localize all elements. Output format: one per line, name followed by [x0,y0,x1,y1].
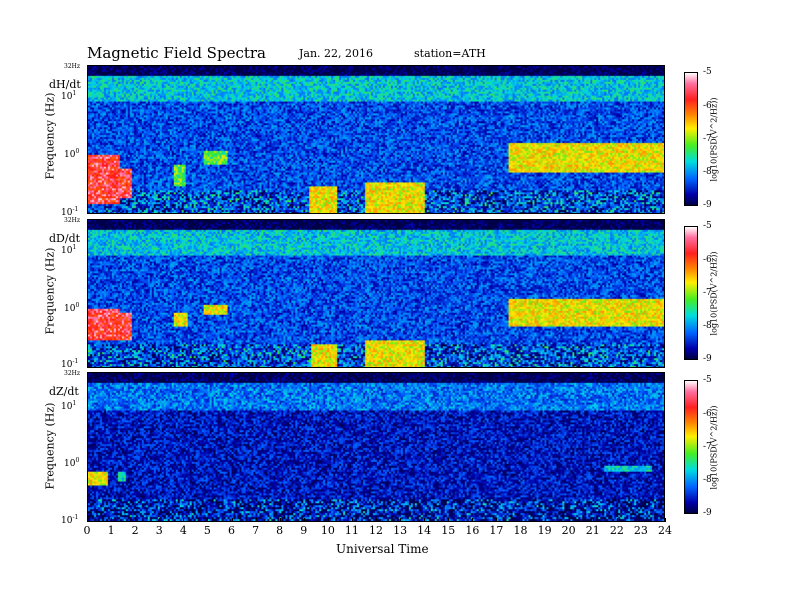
x-tick-mark [472,518,473,522]
x-tick-label: 23 [633,524,648,537]
x-tick-mark [159,518,160,522]
x-tick-label: 16 [465,524,480,537]
colorbar-dz [684,380,698,514]
x-tick-label: 13 [393,524,408,537]
y-axis-label: Frequency (Hz) [43,247,57,335]
x-tick-label: 4 [179,524,187,537]
station-label: station=ATH [414,47,486,60]
spectrogram-panel-dz [87,372,665,522]
colorbar-tick: -8 [703,475,712,485]
x-tick-mark [521,518,522,522]
colorbar-tick: -7 [703,442,712,452]
top-freq-label: 32Hz [64,217,81,224]
x-tick-label: 10 [320,524,335,537]
spectrogram-canvas-dd [88,220,664,367]
x-tick-label: 18 [513,524,528,537]
x-tick-label: 12 [369,524,383,537]
x-tick-label: 20 [561,524,576,537]
colorbar-tick: -9 [703,508,712,518]
colorbar-tick: -8 [703,321,712,331]
x-tick-mark [569,518,570,522]
x-tick-label: 19 [537,524,552,537]
panel-component-label: dZ/dt [49,385,79,398]
colorbar-tick: -9 [703,354,712,364]
x-tick-label: 17 [489,524,504,537]
x-tick-mark [400,518,401,522]
x-tick-mark [256,518,257,522]
x-axis-label: Universal Time [336,542,429,556]
colorbar-label: log10(PSD(V^2/Hz)) [709,97,719,182]
x-tick-label: 22 [609,524,624,537]
y-tick-label: 100 [64,148,80,160]
colorbar-tick: -9 [703,200,712,210]
colorbar-tick: -6 [703,409,712,419]
x-tick-label: 9 [300,524,308,537]
x-tick-mark [641,518,642,522]
x-tick-mark [135,518,136,522]
x-tick-label: 3 [155,524,163,537]
colorbar-dh [684,72,698,206]
y-tick-label: 10-1 [61,514,79,526]
x-tick-label: 7 [252,524,260,537]
panel-component-label: dD/dt [49,232,81,245]
y-tick-label: 101 [61,244,77,256]
x-tick-mark [207,518,208,522]
x-tick-mark [87,518,88,522]
x-tick-label: 24 [658,524,672,537]
x-tick-mark [448,518,449,522]
y-tick-label: 10-1 [61,206,79,218]
top-freq-label: 32Hz [64,370,81,377]
x-tick-mark [304,518,305,522]
spectrogram-canvas-dh [88,66,664,213]
x-tick-mark [376,518,377,522]
x-tick-label: 11 [344,524,359,537]
x-tick-mark [593,518,594,522]
colorbar-tick: -7 [703,134,712,144]
x-tick-label: 5 [203,524,211,537]
spectrogram-canvas-dz [88,373,664,521]
x-tick-label: 14 [417,524,432,537]
x-tick-mark [280,518,281,522]
y-axis-label: Frequency (Hz) [43,402,57,490]
colorbar-tick: -5 [703,221,712,231]
colorbar-tick: -5 [703,67,712,77]
y-tick-label: 101 [61,400,77,412]
y-tick-label: 100 [64,457,80,469]
colorbar-tick: -8 [703,167,712,177]
x-tick-mark [545,518,546,522]
spectrogram-panel-dd [87,219,665,368]
spectrogram-panel-dh [87,65,665,214]
y-axis-label: Frequency (Hz) [43,92,57,180]
x-tick-label: 0 [83,524,91,537]
x-tick-mark [424,518,425,522]
colorbar-label: log10(PSD(V^2/Hz)) [709,405,719,490]
colorbar-tick: -7 [703,288,712,298]
top-freq-label: 32Hz [64,63,81,70]
y-tick-label: 10-1 [61,358,79,370]
x-tick-mark [496,518,497,522]
chart-title: Magnetic Field Spectra [87,44,266,62]
panel-component-label: dH/dt [49,78,81,91]
x-tick-mark [665,518,666,522]
y-tick-label: 101 [61,90,77,102]
colorbar-tick: -5 [703,375,712,385]
x-tick-mark [328,518,329,522]
x-tick-mark [232,518,233,522]
x-tick-label: 2 [131,524,139,537]
x-tick-label: 15 [441,524,456,537]
x-tick-label: 6 [228,524,235,537]
chart-date: Jan. 22, 2016 [299,47,374,60]
x-tick-label: 8 [276,524,284,537]
colorbar-dd [684,226,698,360]
colorbar-label: log10(PSD(V^2/Hz)) [709,251,719,336]
x-tick-label: 21 [585,524,600,537]
x-tick-mark [183,518,184,522]
colorbar-tick: -6 [703,101,712,111]
x-tick-mark [352,518,353,522]
colorbar-tick: -6 [703,255,712,265]
x-tick-mark [617,518,618,522]
x-tick-mark [111,518,112,522]
x-tick-label: 1 [107,524,115,537]
y-tick-label: 100 [64,302,80,314]
